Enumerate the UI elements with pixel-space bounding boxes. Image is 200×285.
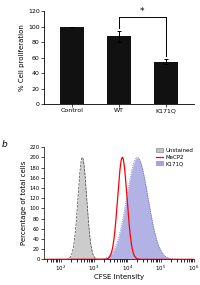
Text: b: b	[2, 141, 8, 149]
Legend: Unstained, MeCP2, K171Q: Unstained, MeCP2, K171Q	[156, 148, 193, 166]
X-axis label: CFSE Intensity: CFSE Intensity	[94, 274, 144, 280]
Text: *: *	[140, 7, 145, 17]
Bar	[154, 62, 178, 104]
Y-axis label: % Cell proliferation: % Cell proliferation	[19, 24, 25, 91]
Bar	[60, 27, 84, 104]
Y-axis label: Percentage of total cells: Percentage of total cells	[21, 161, 27, 245]
Bar	[107, 36, 131, 104]
